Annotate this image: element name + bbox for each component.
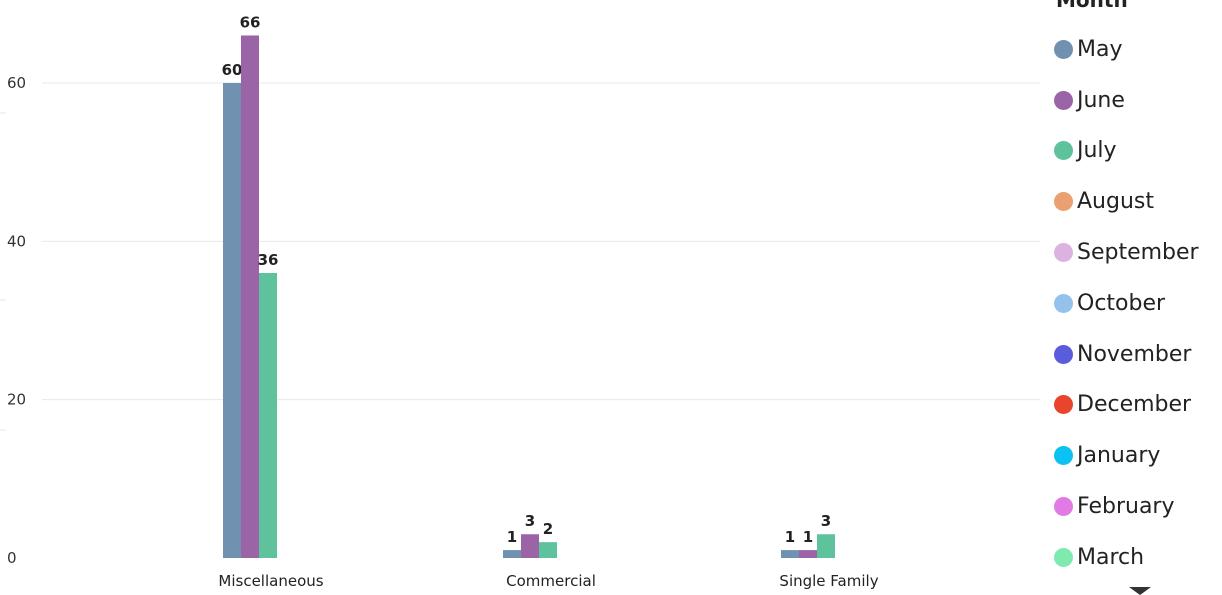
y-tick-label: 60 [7,74,26,92]
data-label: 66 [240,13,261,31]
legend-label: December [1077,392,1192,418]
data-label: 3 [821,512,831,530]
legend-item-july[interactable]: July [1054,126,1222,177]
data-label: 1 [785,528,795,546]
y-tick-label: 20 [7,391,26,409]
legend-item-january[interactable]: January [1054,430,1222,481]
legend-item-august[interactable]: August [1054,176,1222,227]
bar[interactable] [539,542,557,558]
bar[interactable] [241,35,259,558]
y-tick-label: 40 [7,232,26,250]
legend-item-november[interactable]: November [1054,329,1222,380]
data-label: 3 [525,512,535,530]
legend-swatch-icon [1054,547,1073,567]
legend-label: January [1077,443,1161,469]
y-tick-label: 0 [7,549,17,567]
legend-label: May [1077,36,1123,62]
bar[interactable] [223,82,241,558]
bar[interactable] [781,550,799,558]
bar[interactable] [521,534,539,558]
legend-swatch-icon [1054,395,1073,415]
legend-item-february[interactable]: February [1054,481,1222,532]
legend-swatch-icon [1054,90,1073,110]
data-label: 36 [258,251,279,269]
legend-title: Month [1056,0,1128,12]
legend-swatch-icon [1054,497,1073,517]
legend-swatch-icon [1054,344,1073,364]
x-category-label: Miscellaneous [218,572,323,590]
legend-label: September [1077,240,1199,266]
legend-label: February [1077,494,1175,520]
legend-swatch-icon [1054,141,1073,161]
data-label: 2 [543,520,553,538]
legend-item-september[interactable]: September [1054,227,1222,278]
legend-item-june[interactable]: June [1054,75,1222,126]
legend-item-march[interactable]: March [1054,532,1222,583]
legend-item-october[interactable]: October [1054,278,1222,329]
legend-label: March [1077,544,1145,570]
data-label: 60 [222,61,243,79]
legend-swatch-icon [1054,446,1073,466]
legend-label: August [1077,189,1154,215]
bar[interactable] [259,272,277,558]
legend-item-december[interactable]: December [1054,380,1222,431]
data-label: 1 [803,528,813,546]
x-category-label: Commercial [506,572,596,590]
legend-label: July [1077,138,1117,164]
legend-label: October [1077,290,1166,316]
legend-label: June [1077,87,1125,113]
legend: May June July August September October Novembe… [1054,24,1222,583]
data-label: 1 [507,528,517,546]
legend-item-may[interactable]: May [1054,24,1222,75]
legend-swatch-icon [1054,192,1073,212]
bar[interactable] [503,550,521,558]
legend-swatch-icon [1054,293,1073,313]
bar[interactable] [817,534,835,558]
legend-swatch-icon [1054,39,1073,59]
x-category-label: Single Family [779,572,878,590]
legend-swatch-icon [1054,243,1073,263]
bar[interactable] [799,550,817,558]
legend-scroll-down-icon[interactable] [1129,587,1151,595]
legend-label: November [1077,341,1192,367]
